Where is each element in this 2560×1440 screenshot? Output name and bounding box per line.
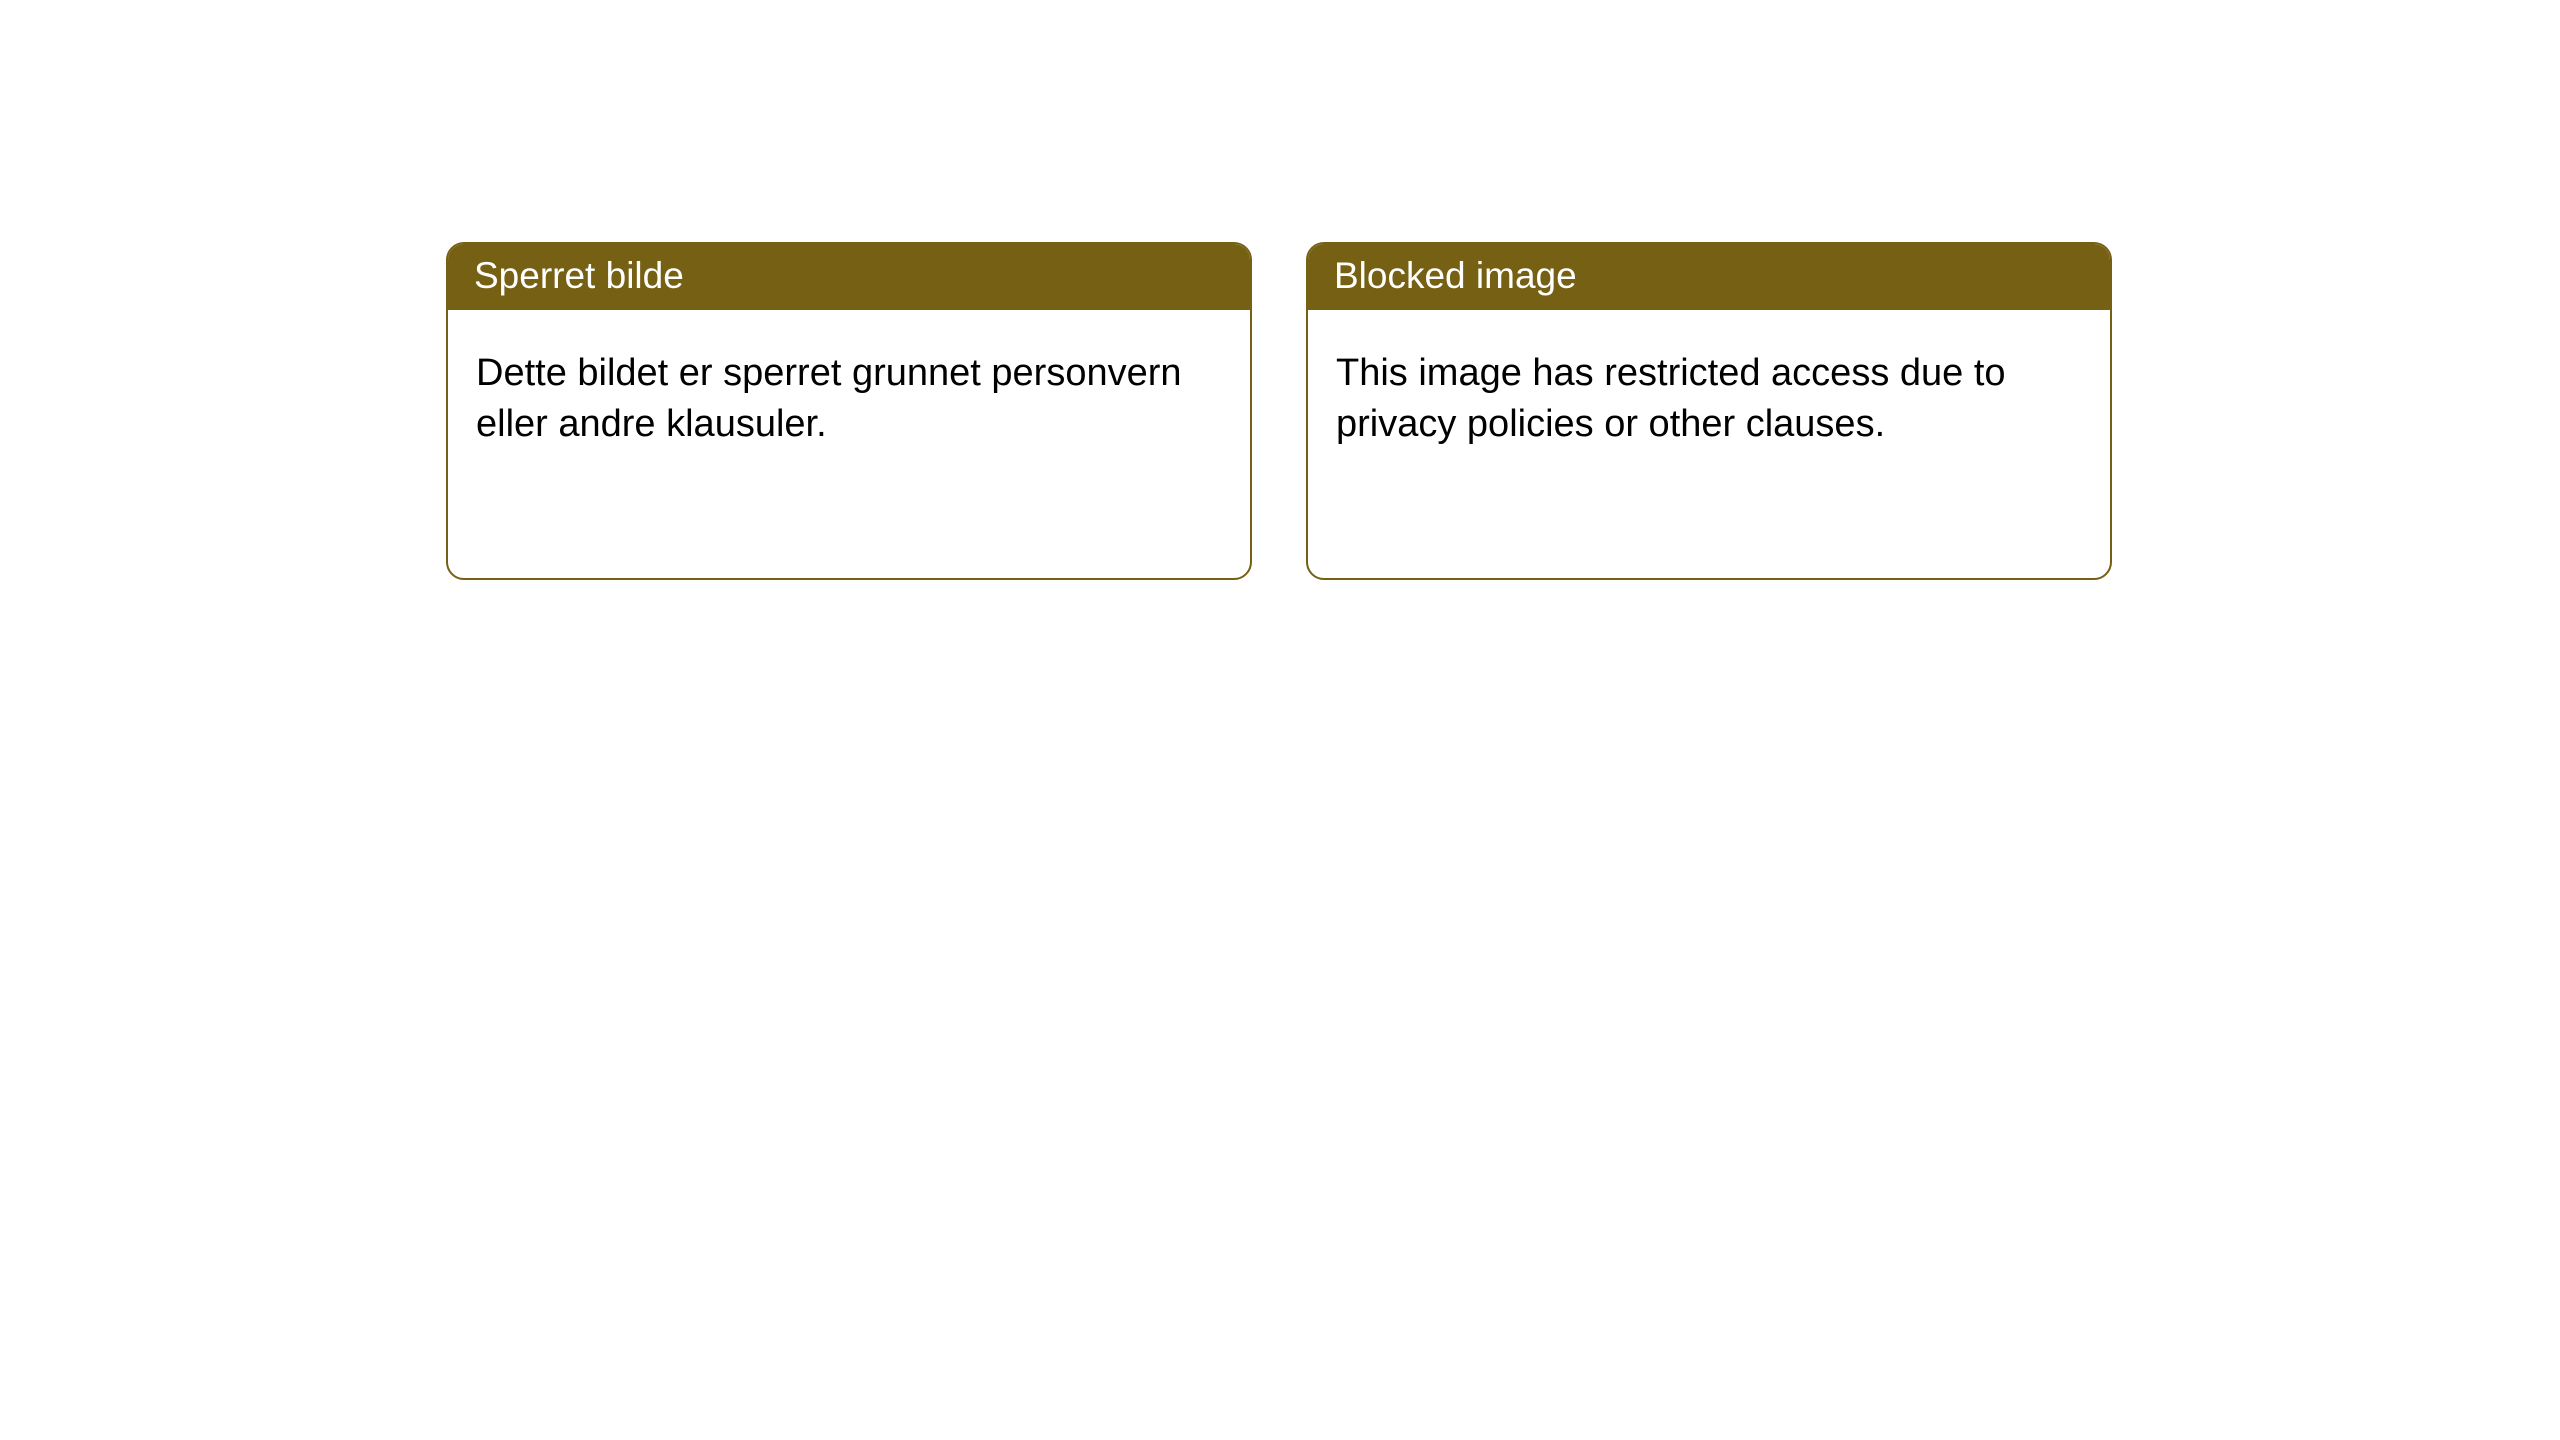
notice-body-text: Dette bildet er sperret grunnet personve… bbox=[476, 352, 1182, 445]
notice-card-norwegian: Sperret bilde Dette bildet er sperret gr… bbox=[446, 242, 1252, 580]
notice-title: Sperret bilde bbox=[474, 255, 684, 296]
notice-header: Sperret bilde bbox=[448, 244, 1250, 310]
notice-body-text: This image has restricted access due to … bbox=[1336, 352, 2006, 445]
notice-body: Dette bildet er sperret grunnet personve… bbox=[448, 310, 1250, 479]
notice-body: This image has restricted access due to … bbox=[1308, 310, 2110, 479]
notice-title: Blocked image bbox=[1334, 255, 1577, 296]
notice-card-english: Blocked image This image has restricted … bbox=[1306, 242, 2112, 580]
notice-header: Blocked image bbox=[1308, 244, 2110, 310]
notice-container: Sperret bilde Dette bildet er sperret gr… bbox=[0, 0, 2560, 580]
